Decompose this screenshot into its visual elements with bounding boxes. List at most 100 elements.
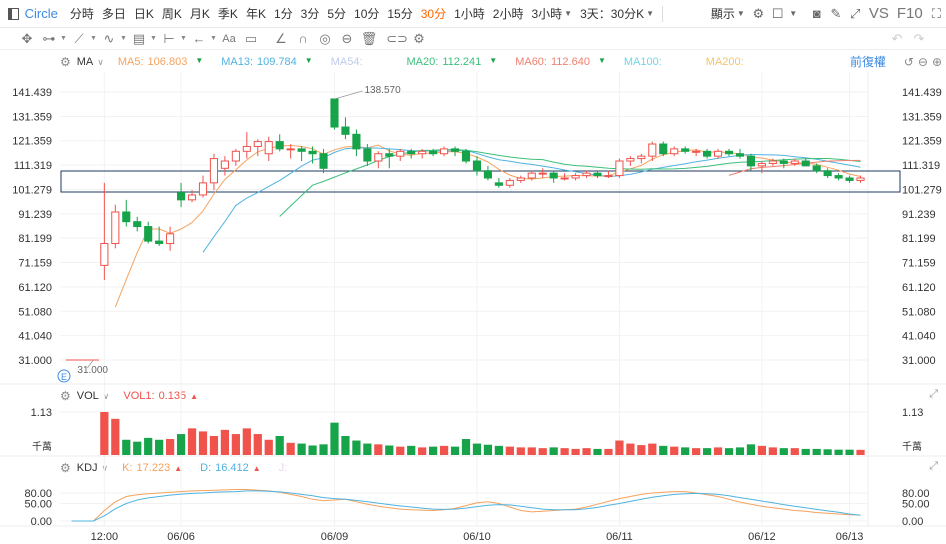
display-dropdown[interactable]: 顯示 ▼: [710, 7, 745, 21]
lock-icon[interactable]: ⊖: [341, 30, 353, 46]
redo-icon[interactable]: ↷: [913, 31, 925, 46]
period-tab[interactable]: 5分: [327, 7, 347, 21]
expand-pane-icon[interactable]: ⤢: [929, 460, 938, 472]
period-tab[interactable]: 周K: [161, 7, 182, 21]
ma-indicator-name[interactable]: MA: [76, 56, 94, 68]
period-tab[interactable]: 30分: [420, 7, 447, 21]
time-axis-label: 06/11: [606, 531, 633, 543]
settings-gear-icon[interactable]: ⚙: [60, 389, 71, 403]
comment-icon[interactable]: ▭: [244, 30, 258, 46]
price-axis-label-left: 71.159: [18, 258, 52, 270]
chevron-down-icon[interactable]: ▼: [120, 35, 127, 42]
wave-line-icon[interactable]: ∿: [103, 30, 115, 46]
settings-gear-icon[interactable]: ⚙: [413, 30, 425, 46]
period-tab[interactable]: 日K: [133, 7, 154, 21]
chevron-down-icon[interactable]: ▼: [150, 35, 157, 42]
chevron-down-icon[interactable]: ∨: [102, 390, 110, 401]
period-tab[interactable]: 2小時: [492, 7, 524, 21]
chevron-down-icon[interactable]: ▼: [60, 35, 67, 42]
candle-body: [582, 172, 591, 177]
candle-body: [461, 150, 471, 162]
trend-line-icon[interactable]: ⊶: [42, 30, 56, 46]
candle-body: [746, 155, 755, 167]
volume-bar: [231, 434, 240, 455]
arrow-down-icon: ▼: [304, 56, 313, 65]
candle-body: [144, 226, 153, 242]
reset-icon[interactable]: ↺: [903, 55, 914, 69]
kdj-indicator-name[interactable]: KDJ: [76, 462, 98, 474]
crosshair-move-icon[interactable]: ✥: [21, 30, 33, 46]
compare-square-icon[interactable]: ☐: [771, 5, 784, 21]
settings-gear-icon[interactable]: ⚙: [60, 55, 71, 69]
candle-body: [812, 165, 821, 172]
adjust-type-button[interactable]: 前復權: [849, 55, 886, 69]
chevron-down-icon[interactable]: ▼: [90, 35, 97, 42]
chevron-down-icon[interactable]: ▼: [789, 9, 798, 18]
chevron-down-icon[interactable]: ▼: [180, 35, 187, 42]
ray-line-icon[interactable]: ⟋: [74, 30, 84, 46]
magnet-icon[interactable]: ∩: [298, 31, 308, 46]
volume-bar: [155, 439, 164, 455]
period-tab[interactable]: 年K: [245, 7, 266, 21]
chevron-down-icon[interactable]: ▼: [564, 9, 573, 18]
sidebar-toggle-icon[interactable]: [8, 7, 19, 20]
settings-gear-icon[interactable]: ⚙: [60, 461, 71, 475]
expand-pane-icon[interactable]: ⤢: [929, 388, 938, 400]
volume-bar: [538, 448, 547, 455]
link-icon[interactable]: ⊂⊃: [386, 30, 408, 46]
period-tab[interactable]: 1小時: [454, 7, 485, 21]
pencil-icon[interactable]: ✎: [830, 5, 842, 21]
fibonacci-icon[interactable]: ▤: [132, 30, 146, 46]
price-axis-label-right: 131.359: [902, 111, 942, 123]
vol-indicator-name[interactable]: VOL: [76, 390, 99, 402]
candle-body: [231, 150, 240, 162]
fullscreen-icon[interactable]: ⛶: [931, 5, 941, 21]
arrow-up-icon: ▲: [252, 463, 261, 473]
candle-body: [418, 150, 427, 155]
period-tab[interactable]: 季K: [217, 7, 238, 21]
period-tab[interactable]: 月K: [189, 7, 210, 21]
candle-body: [713, 150, 723, 157]
vol-legend: ⚙ VOL ∨ VOL1: 0.135 ▲: [0, 386, 216, 406]
vs-button[interactable]: VS: [868, 5, 889, 22]
volume-bar: [637, 445, 646, 455]
period-tab[interactable]: 分時: [69, 7, 94, 21]
expand-arrows-icon[interactable]: ⤢: [850, 5, 861, 21]
f10-button[interactable]: F10: [896, 5, 923, 22]
volume-bar: [812, 448, 821, 455]
camera-icon[interactable]: ◙: [812, 6, 821, 21]
volume-bar: [735, 447, 745, 455]
symbol-name[interactable]: Circle: [24, 6, 58, 21]
period-tab[interactable]: 15分: [387, 7, 413, 21]
range-dropdown[interactable]: 3天：30分K ▼: [580, 7, 655, 21]
candle-body: [856, 177, 865, 181]
plus-circle-icon[interactable]: ⊕: [931, 55, 942, 69]
candle-body: [768, 160, 777, 164]
range-measure-icon[interactable]: ⊢: [163, 30, 175, 46]
chevron-down-icon[interactable]: ▼: [210, 35, 217, 42]
kdj-axis-label-left: 50.00: [24, 499, 52, 511]
period-tab[interactable]: 3小時 ▼: [531, 7, 573, 21]
candle-body: [253, 141, 262, 147]
arrow-up-icon: ▲: [190, 391, 199, 401]
candle-body: [330, 98, 339, 128]
high-leader-line: [334, 90, 363, 100]
period-tab[interactable]: 3分: [300, 7, 320, 21]
settings-gear-icon[interactable]: ⚙: [752, 5, 765, 21]
arrow-left-icon[interactable]: ←: [192, 31, 206, 46]
period-tab[interactable]: 1分: [273, 7, 293, 21]
period-tab[interactable]: 10分: [354, 7, 380, 21]
trash-icon[interactable]: 🗑: [360, 30, 378, 46]
chevron-down-icon[interactable]: ∨: [97, 56, 104, 67]
eraser-line-icon[interactable]: ∠: [275, 30, 287, 46]
text-tool-icon[interactable]: Aa: [222, 32, 236, 45]
volume-bar: [253, 434, 262, 455]
visibility-icon[interactable]: ◎: [319, 30, 331, 46]
minus-circle-icon[interactable]: ⊖: [917, 55, 928, 69]
volume-bar: [582, 448, 591, 455]
undo-icon[interactable]: ↶: [891, 31, 903, 46]
candle-body: [757, 162, 766, 167]
period-tab[interactable]: 多日: [101, 7, 126, 21]
candle-body: [385, 153, 394, 157]
